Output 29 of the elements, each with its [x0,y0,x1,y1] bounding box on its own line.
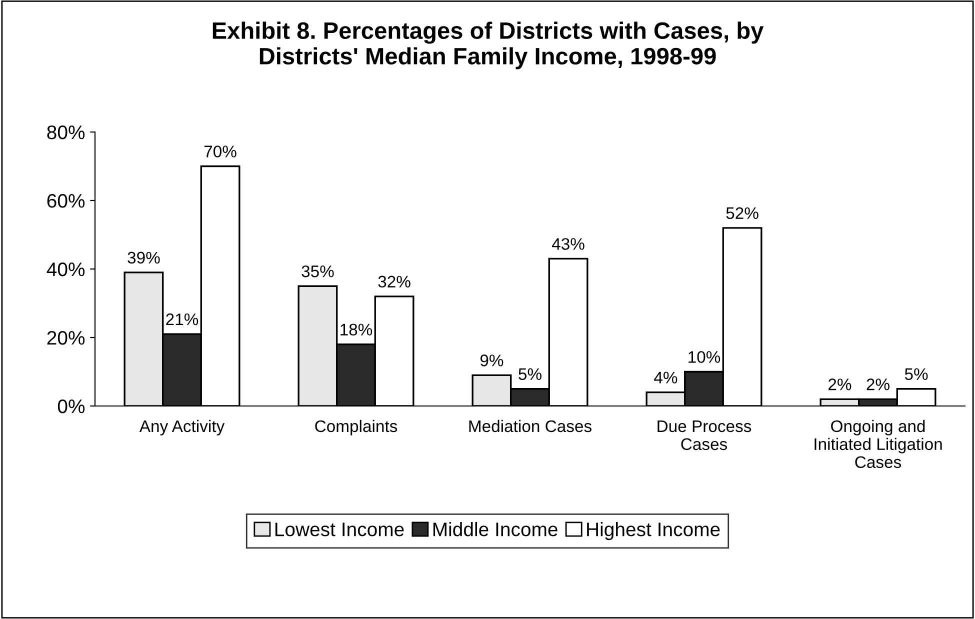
data-label: 70% [204,146,236,158]
y-tick-label: 0% [58,399,85,414]
data-label: 18% [340,324,372,336]
y-tick-label: 40% [46,262,85,276]
x-tick-label: Mediation Cases [469,420,592,432]
data-label: 5% [518,368,542,380]
data-label: 39% [128,252,160,264]
data-label: 43% [552,238,584,250]
data-label: 5% [904,368,928,380]
data-label: 52% [726,207,758,220]
chart-title: Exhibit 8. Percentages of Districts with Cases, by Districts' Median Family Income, 1998-99 [212,22,764,70]
legend-label: Highest Income [587,522,720,540]
x-tick-label: Complaints [315,420,398,436]
data-label: 2% [866,378,890,390]
x-tick-label: Any Activity [139,420,225,436]
legend-label: Middle Income [433,522,558,536]
x-tick-label: Due Process Cases [658,420,752,450]
y-tick-label: 80% [47,125,85,140]
data-label: 10% [688,351,720,363]
data-label: 4% [654,372,678,384]
y-tick-label: 20% [47,330,85,345]
data-label: 35% [302,265,334,278]
data-label: 32% [378,276,410,288]
y-tick-label: 60% [47,194,85,208]
legend-label: Lowest Income [275,522,404,536]
data-label: 2% [828,378,852,390]
data-label: 9% [480,354,504,366]
data-label: 21% [166,313,198,326]
x-tick-label: Ongoing and Initiated Litigation Cases [814,420,942,468]
